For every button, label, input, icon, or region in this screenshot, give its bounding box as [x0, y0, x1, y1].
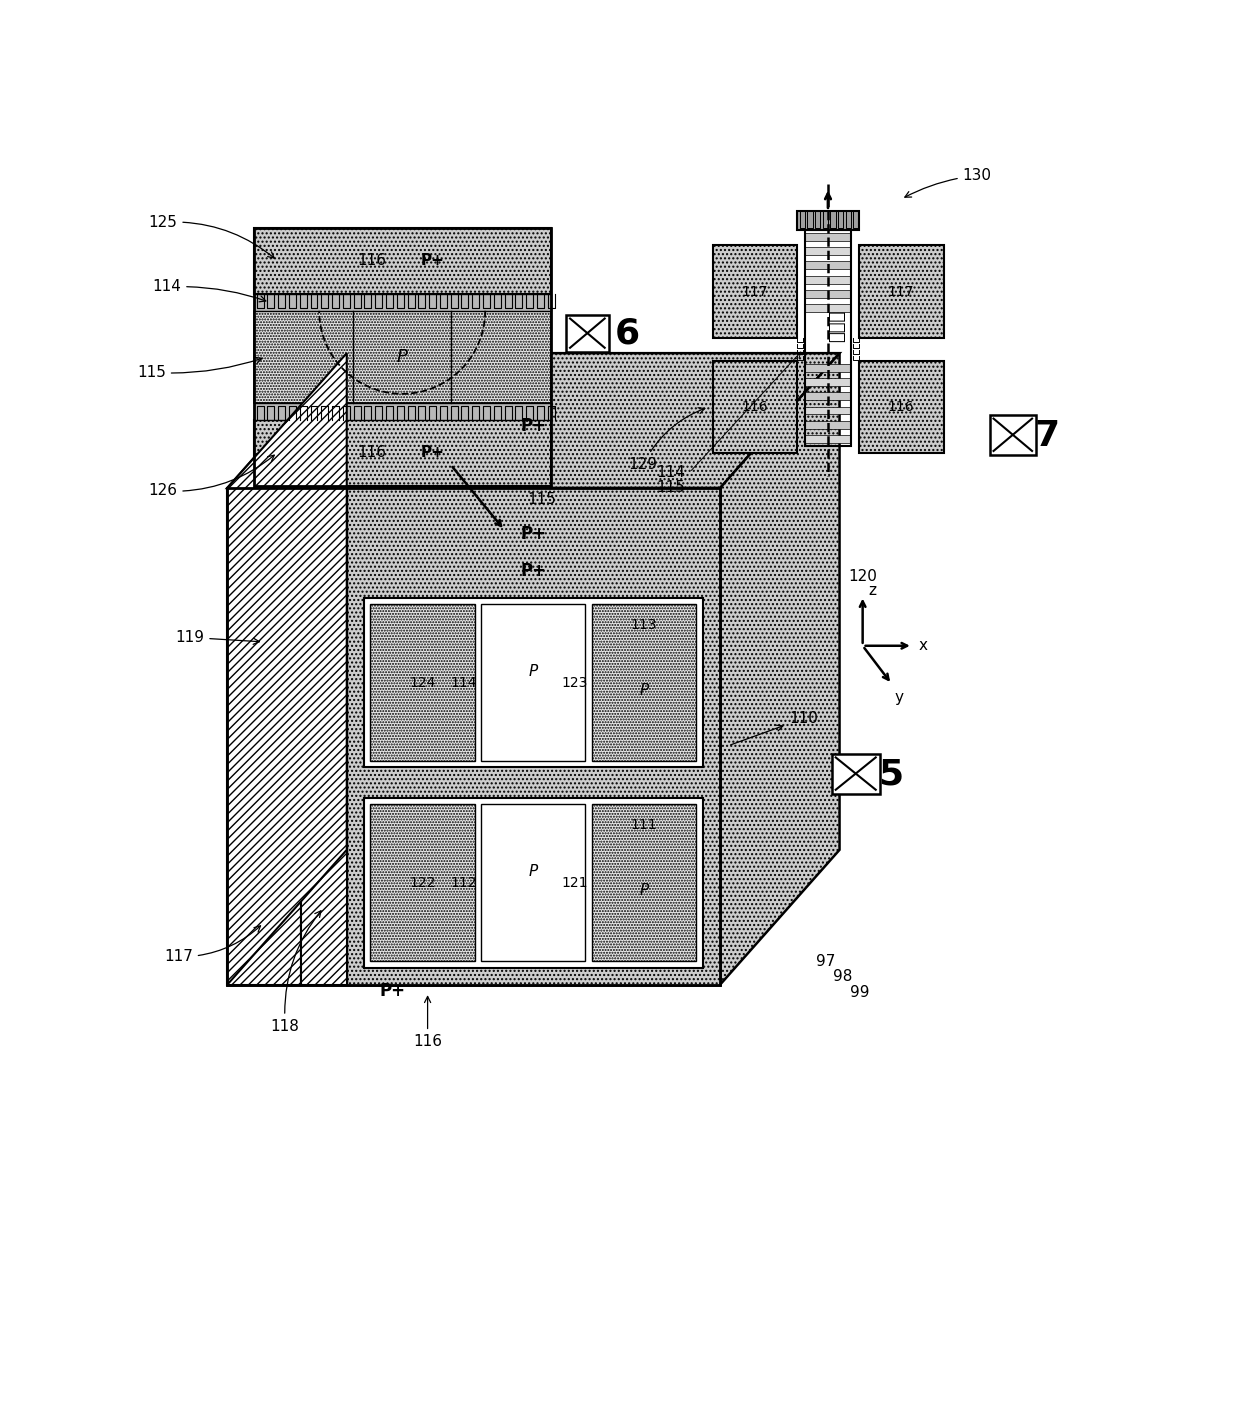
Bar — [591, 605, 697, 762]
Polygon shape — [300, 488, 347, 985]
Text: 99: 99 — [851, 985, 869, 1000]
Bar — [227, 488, 720, 985]
Bar — [254, 229, 551, 293]
Bar — [254, 229, 551, 485]
Text: 130: 130 — [905, 168, 992, 198]
Bar — [254, 311, 551, 403]
Bar — [805, 276, 851, 283]
Text: P+: P+ — [520, 417, 546, 435]
Bar — [859, 246, 944, 338]
Bar — [370, 804, 475, 961]
Text: P+: P+ — [520, 525, 546, 543]
Bar — [227, 488, 720, 985]
Bar — [254, 403, 551, 419]
Text: 6: 6 — [615, 317, 640, 351]
Text: 114: 114 — [657, 464, 686, 480]
Polygon shape — [720, 354, 839, 985]
Bar — [254, 419, 551, 485]
Bar — [805, 247, 851, 255]
Text: 114: 114 — [153, 279, 265, 302]
Bar — [805, 393, 851, 400]
Bar — [370, 605, 475, 762]
Bar — [805, 435, 851, 443]
Text: 116: 116 — [357, 254, 386, 268]
Text: P: P — [528, 864, 538, 878]
Text: 97: 97 — [816, 954, 836, 969]
Text: P+: P+ — [379, 982, 405, 1000]
Text: z: z — [869, 582, 877, 598]
Text: 121: 121 — [562, 875, 588, 890]
Bar — [805, 233, 851, 241]
Text: 116: 116 — [413, 996, 443, 1049]
Bar — [805, 290, 851, 297]
Text: 115: 115 — [528, 492, 557, 506]
Bar — [797, 210, 859, 230]
Text: 126: 126 — [149, 455, 274, 498]
Text: 5: 5 — [879, 758, 904, 791]
Bar — [805, 304, 851, 313]
Bar — [805, 407, 851, 414]
Text: 120: 120 — [848, 570, 877, 584]
Bar — [347, 488, 720, 985]
Text: 116: 116 — [357, 445, 386, 460]
Text: P+: P+ — [520, 563, 546, 579]
Polygon shape — [227, 488, 300, 985]
Polygon shape — [227, 354, 839, 488]
Text: P: P — [528, 664, 538, 679]
Text: 7: 7 — [1035, 418, 1060, 453]
Bar — [832, 753, 879, 794]
Text: 电子流: 电子流 — [828, 310, 846, 342]
Text: 110: 110 — [730, 711, 818, 745]
Text: 125: 125 — [149, 215, 274, 258]
Text: P: P — [640, 882, 649, 898]
Bar — [990, 415, 1035, 455]
Text: 98: 98 — [833, 969, 853, 985]
Bar — [713, 246, 797, 338]
Polygon shape — [227, 354, 347, 985]
Bar — [805, 421, 851, 429]
Text: y: y — [895, 690, 904, 706]
Text: P+: P+ — [422, 445, 445, 460]
Bar — [481, 605, 585, 762]
Bar — [805, 230, 851, 446]
Text: 112: 112 — [450, 875, 477, 890]
Text: 114: 114 — [450, 676, 477, 690]
Bar — [805, 377, 851, 386]
Text: 124: 124 — [409, 676, 435, 690]
Text: P: P — [397, 348, 408, 366]
Text: 122: 122 — [409, 875, 435, 890]
Text: P: P — [640, 683, 649, 697]
Text: P+: P+ — [422, 254, 445, 268]
Bar — [859, 361, 944, 453]
Text: 129: 129 — [629, 408, 704, 471]
Bar — [567, 314, 609, 352]
Text: 117: 117 — [742, 285, 768, 299]
Text: 117: 117 — [164, 926, 260, 964]
Text: 116: 116 — [888, 400, 914, 414]
Text: 117: 117 — [888, 285, 914, 299]
Bar — [713, 361, 797, 453]
Text: 115: 115 — [136, 358, 262, 380]
Bar — [481, 804, 585, 961]
Bar — [254, 293, 551, 311]
Bar — [805, 261, 851, 269]
Text: x: x — [918, 638, 928, 654]
Text: 113: 113 — [631, 619, 657, 631]
Bar — [805, 363, 851, 372]
Text: 123: 123 — [562, 676, 588, 690]
Text: 119: 119 — [175, 630, 259, 645]
Text: 111: 111 — [631, 818, 657, 832]
Bar — [591, 804, 697, 961]
Bar — [363, 598, 703, 767]
Bar — [363, 798, 703, 968]
Text: 118: 118 — [270, 911, 321, 1034]
Text: 115: 115 — [657, 480, 686, 495]
Text: 116: 116 — [742, 400, 768, 414]
